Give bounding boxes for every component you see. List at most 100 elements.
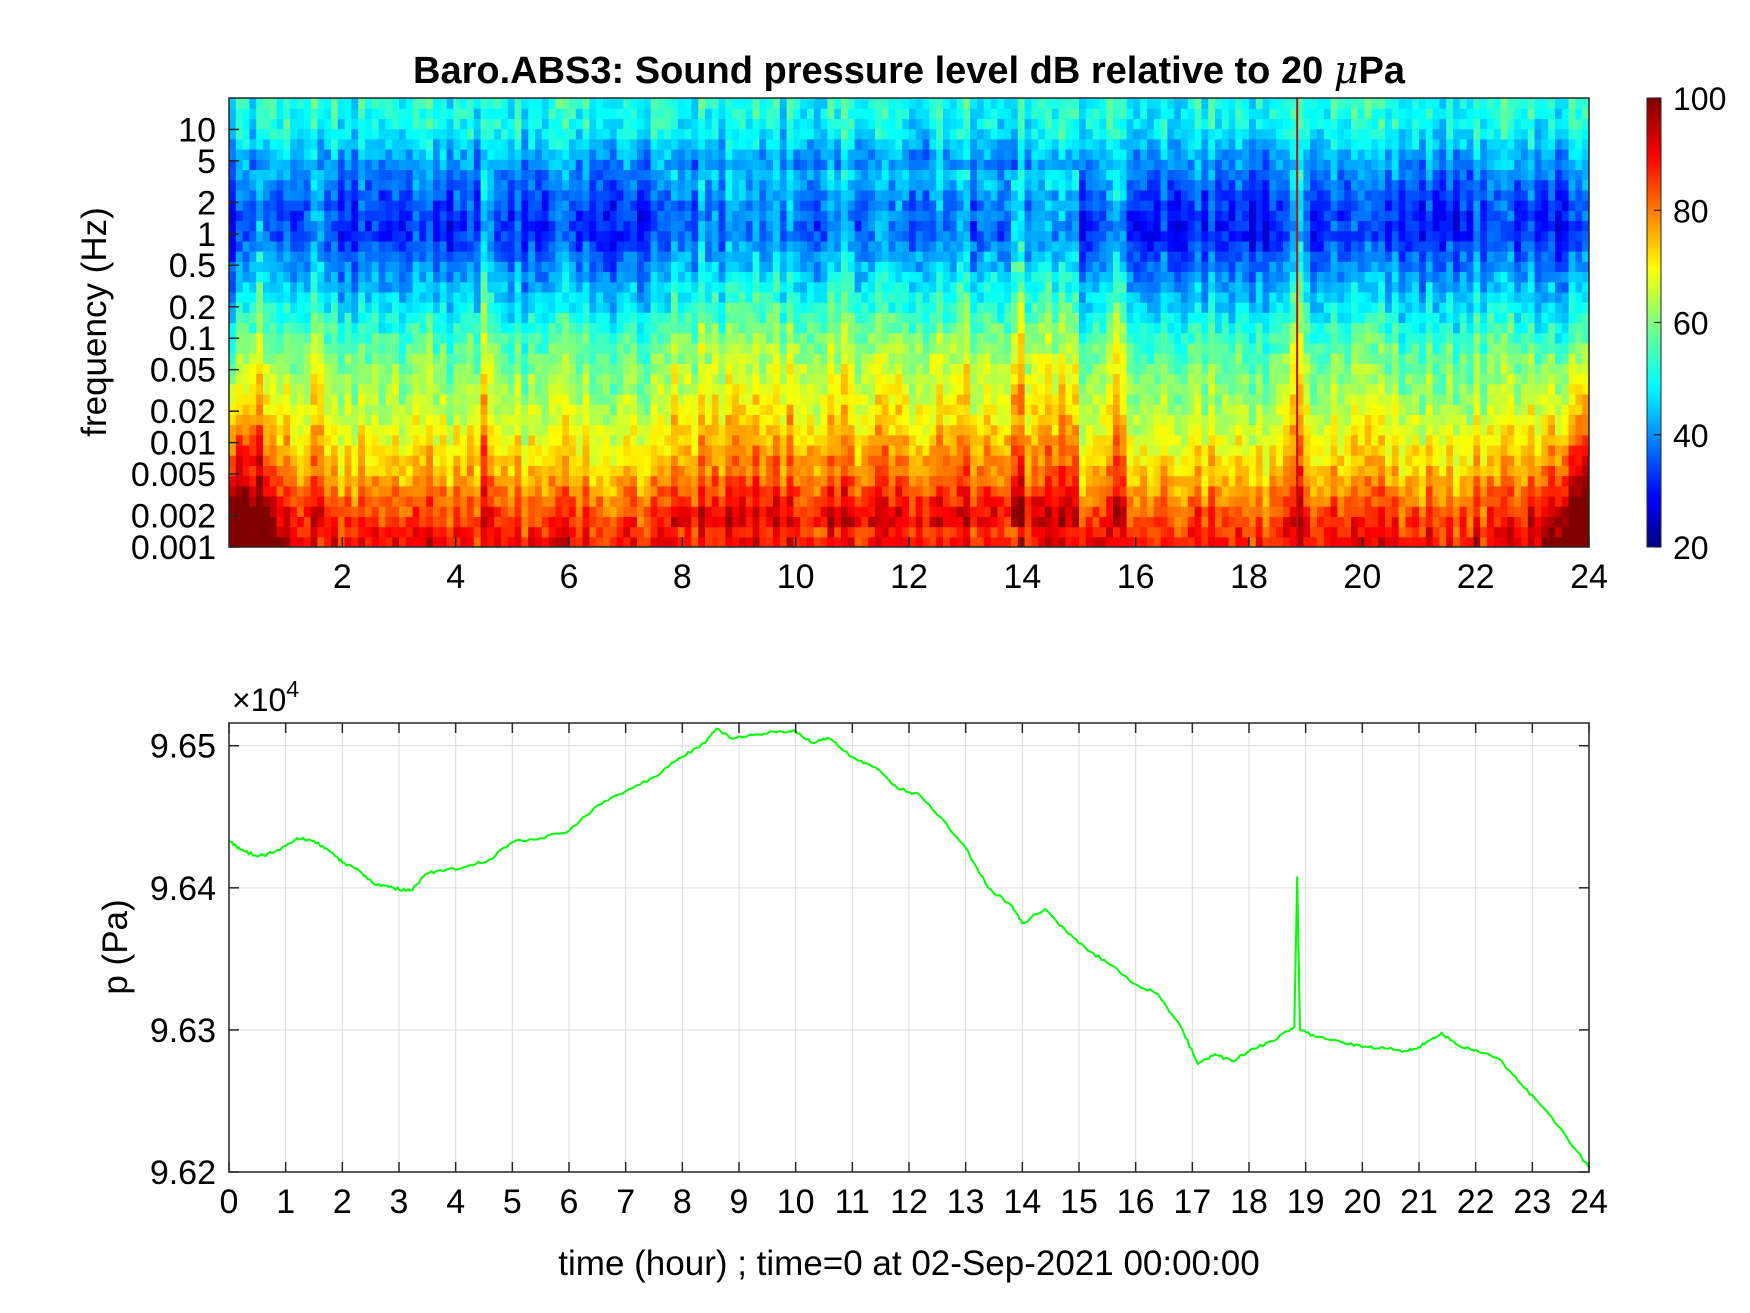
spectrogram-cell xyxy=(861,404,868,415)
spectrogram-cell xyxy=(487,465,494,476)
spectrogram-cell xyxy=(372,506,379,517)
spectrogram-cell xyxy=(766,363,773,374)
spectrogram-cell xyxy=(957,363,964,374)
spectrogram-cell xyxy=(290,384,297,395)
spectrogram-cell xyxy=(562,516,569,527)
spectrogram-cell xyxy=(426,516,433,527)
spectrogram-cell xyxy=(848,139,855,150)
spectrogram-cell xyxy=(528,496,535,507)
spectrogram-cell xyxy=(379,516,386,527)
spectrogram-cell xyxy=(277,312,284,323)
spectrogram-cell xyxy=(317,476,324,487)
spectrogram-cell xyxy=(705,220,712,231)
spectrogram-cell xyxy=(861,261,868,272)
spectrogram-cell xyxy=(426,323,433,334)
spectrogram-cell xyxy=(508,506,515,517)
spectrogram-cell xyxy=(827,312,834,323)
spectrogram-cell xyxy=(474,149,481,160)
spectrogram-cell xyxy=(460,302,467,313)
spectrogram-cell xyxy=(297,220,304,231)
spectrogram-cell xyxy=(419,231,426,242)
spectrogram-cell xyxy=(923,271,930,282)
spectrogram-cell xyxy=(379,302,386,313)
spectrogram-cell xyxy=(651,353,658,364)
spectrogram-cell xyxy=(317,169,324,180)
spectrogram-cell xyxy=(929,537,936,548)
spectrogram-cell xyxy=(963,118,970,129)
spectrogram-cell xyxy=(549,333,556,344)
spectrogram-cell xyxy=(426,394,433,405)
spectrogram-cell xyxy=(467,384,474,395)
spectrogram-cell xyxy=(508,404,515,415)
spectrogram-cell xyxy=(909,98,916,109)
spectrogram-cell xyxy=(317,231,324,242)
spectrogram-cell xyxy=(345,129,352,140)
spectrogram-cell xyxy=(868,292,875,303)
spectrogram-cell xyxy=(338,190,345,201)
spectrogram-cell xyxy=(467,169,474,180)
spectrogram-cell xyxy=(916,271,923,282)
spectrogram-cell xyxy=(426,414,433,425)
spectrogram-cell xyxy=(664,241,671,252)
spectrogram-cell xyxy=(324,425,331,436)
spectrogram-cell xyxy=(827,241,834,252)
spectrogram-cell xyxy=(929,118,936,129)
spectrogram-cell xyxy=(875,537,882,548)
spectrogram-cell xyxy=(848,323,855,334)
spectrogram-cell xyxy=(800,404,807,415)
spectrogram-cell xyxy=(991,282,998,293)
spectrogram-cell xyxy=(719,527,726,538)
spectrogram-cell xyxy=(372,374,379,385)
spectrogram-cell xyxy=(950,476,957,487)
spectrogram-cell xyxy=(358,129,365,140)
spectrogram-cell xyxy=(780,506,787,517)
spectrogram-cell xyxy=(324,241,331,252)
spectrogram-cell xyxy=(236,129,243,140)
spectrogram-cell xyxy=(929,476,936,487)
spectrogram-cell xyxy=(243,220,250,231)
spectrogram-cell xyxy=(929,241,936,252)
spectrogram-cell xyxy=(657,333,664,344)
spectrogram-cell xyxy=(651,476,658,487)
spectrogram-cell xyxy=(719,496,726,507)
spectrogram-cell xyxy=(528,129,535,140)
spectrogram-cell xyxy=(419,271,426,282)
spectrogram-cell xyxy=(324,486,331,497)
spectrogram-cell xyxy=(528,465,535,476)
spectrogram-cell xyxy=(317,394,324,405)
spectrogram-cell xyxy=(419,343,426,354)
spectrogram-cell xyxy=(555,486,562,497)
spectrogram-cell xyxy=(739,149,746,160)
spectrogram-cell xyxy=(895,455,902,466)
spectrogram-cell xyxy=(848,527,855,538)
spectrogram-cell xyxy=(447,435,454,446)
spectrogram-cell xyxy=(243,302,250,313)
spectrogram-cell xyxy=(814,312,821,323)
spectrogram-cell xyxy=(841,343,848,354)
spectrogram-cell xyxy=(807,220,814,231)
spectrogram-cell xyxy=(991,210,998,221)
spectrogram-cell xyxy=(848,476,855,487)
spectrogram-cell xyxy=(848,506,855,517)
spectrogram-cell xyxy=(569,323,576,334)
spectrogram-cell xyxy=(963,435,970,446)
spectrogram-cell xyxy=(535,363,542,374)
spectrogram-cell xyxy=(487,159,494,170)
spectrogram-cell xyxy=(487,292,494,303)
spectrogram-cell xyxy=(583,496,590,507)
spectrogram-cell xyxy=(916,404,923,415)
spectrogram-cell xyxy=(678,333,685,344)
spectrogram-cell xyxy=(970,200,977,211)
spectrogram-cell xyxy=(392,465,399,476)
spectrogram-cell xyxy=(317,353,324,364)
spectrogram-cell xyxy=(528,180,535,191)
spectrogram-cell xyxy=(977,190,984,201)
spectrogram-cell xyxy=(895,323,902,334)
spectrogram-cell xyxy=(610,190,617,201)
spectrogram-cell xyxy=(413,333,420,344)
spectrogram-cell xyxy=(630,200,637,211)
spectrogram-cell xyxy=(882,261,889,272)
spectrogram-cell xyxy=(365,476,372,487)
spectrogram-cell xyxy=(630,220,637,231)
spectrogram-cell xyxy=(358,476,365,487)
